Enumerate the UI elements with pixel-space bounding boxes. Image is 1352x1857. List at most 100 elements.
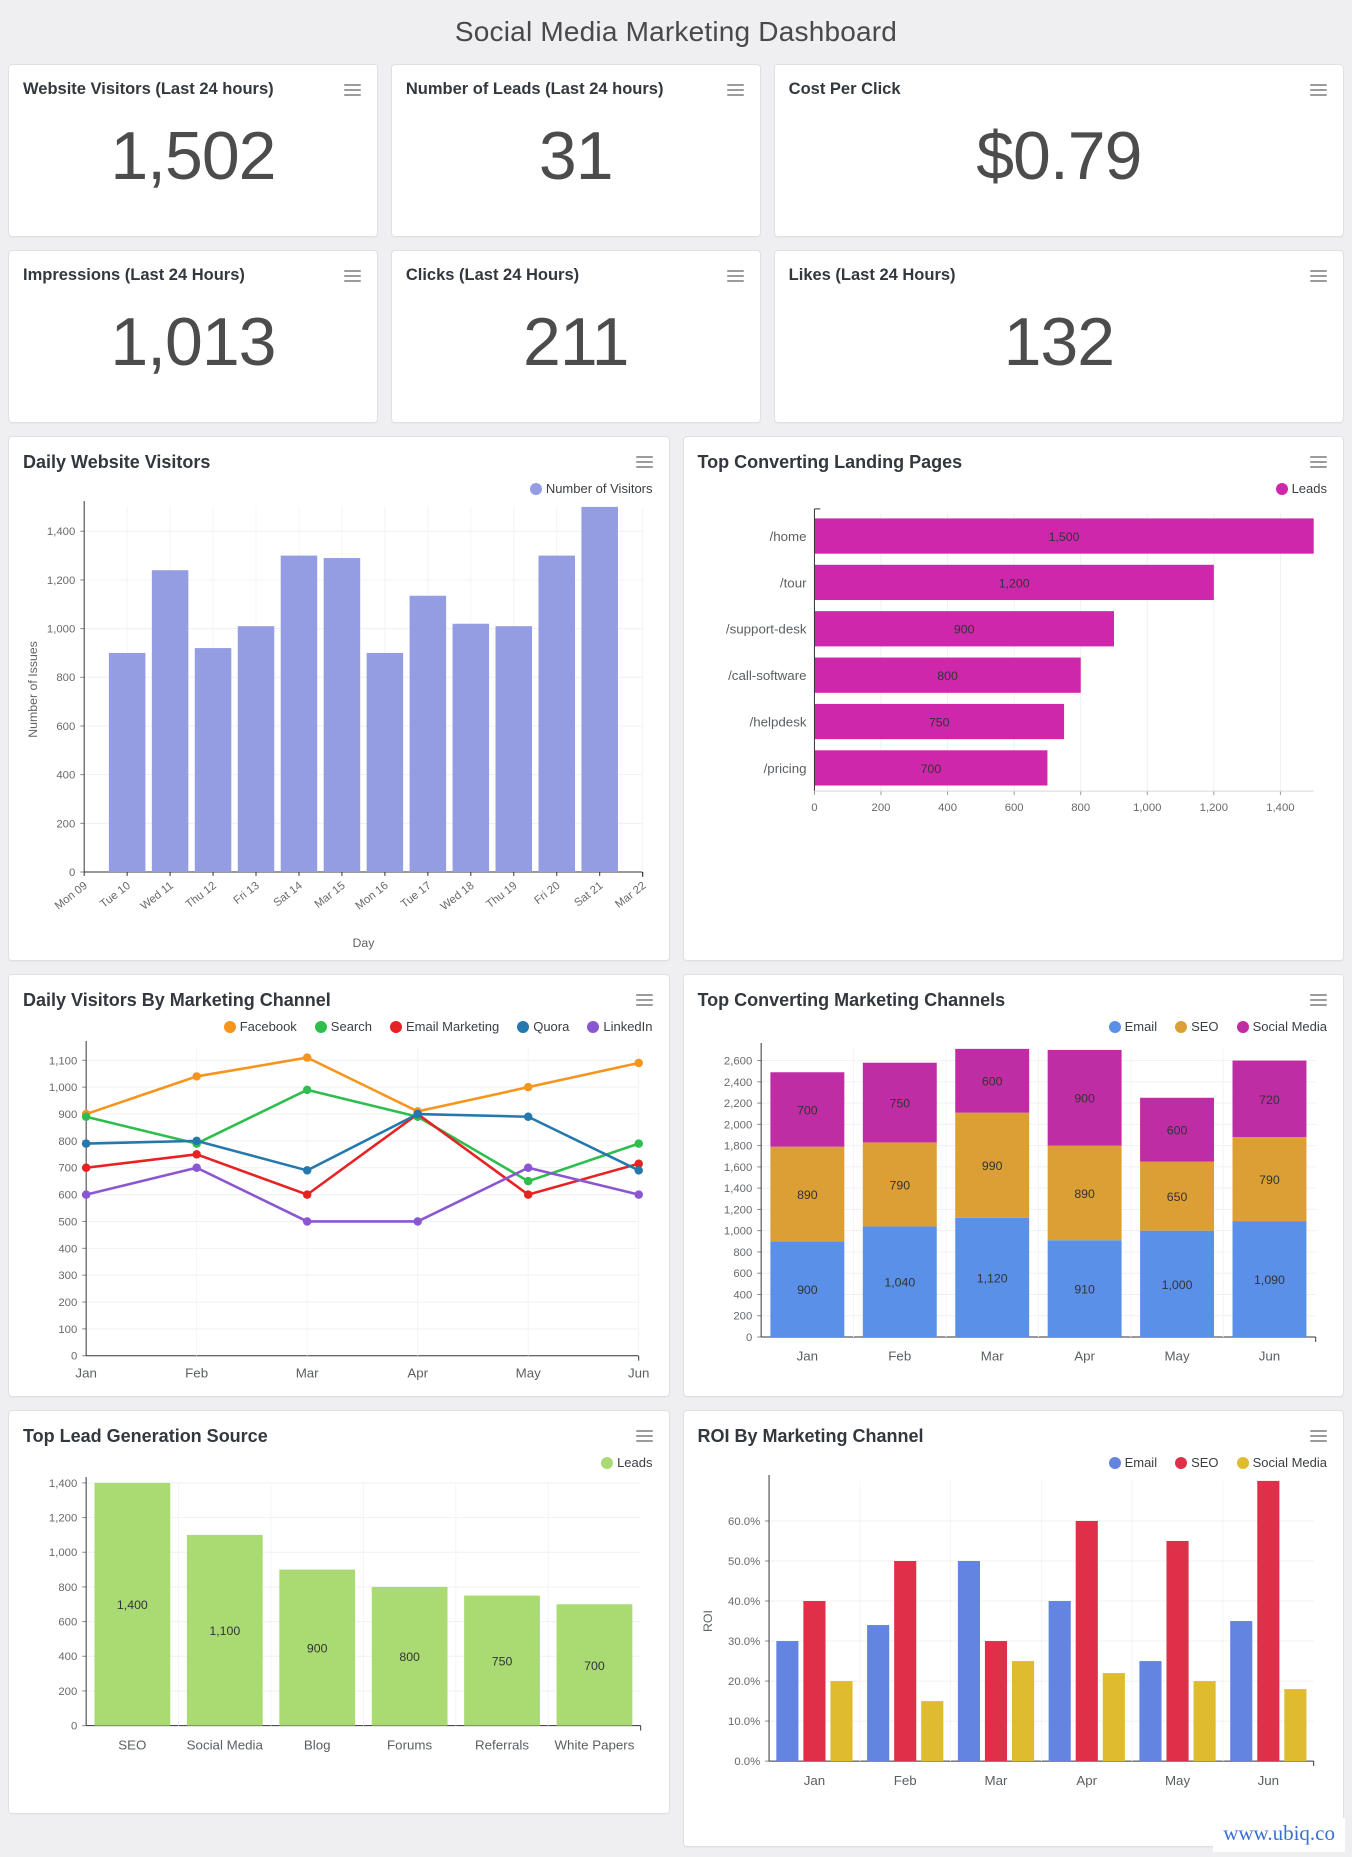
- hamburger-icon: [726, 269, 744, 282]
- svg-text:700: 700: [797, 1103, 818, 1117]
- svg-text:0: 0: [69, 866, 75, 878]
- legend-dot-icon: [1175, 1456, 1188, 1469]
- svg-text:May: May: [1164, 1772, 1189, 1787]
- legend-item[interactable]: Number of Visitors: [529, 481, 653, 496]
- legend-item[interactable]: Facebook: [223, 1019, 297, 1034]
- roi-by-channel-chart[interactable]: 0.0% 10.0% 20.0% 30.0% 40.0% 50.0% 60.0% Jan Feb…: [698, 1474, 1330, 1801]
- svg-text:Mon 16: Mon 16: [354, 879, 391, 912]
- svg-text:100: 100: [58, 1323, 77, 1335]
- svg-text:700: 700: [584, 1658, 605, 1672]
- card-menu-button[interactable]: [342, 77, 363, 103]
- page-title: Social Media Marketing Dashboard: [454, 16, 898, 47]
- legend-item[interactable]: LinkedIn: [587, 1019, 653, 1034]
- legend-item[interactable]: Social Media: [1236, 1455, 1327, 1470]
- svg-text:/tour: /tour: [779, 575, 806, 590]
- footer-link[interactable]: www.ubiq.co: [1213, 1818, 1345, 1852]
- legend-item[interactable]: Email: [1108, 1019, 1157, 1034]
- top-converting-channels-chart[interactable]: 0 200 400 600 800 1,000 1,200 1,400 1,600 1,800 2,…: [698, 1039, 1330, 1374]
- svg-text:1,200: 1,200: [1199, 801, 1227, 813]
- svg-text:200: 200: [58, 1296, 77, 1308]
- chart-legend: Leads: [698, 479, 1327, 499]
- svg-text:600: 600: [56, 720, 75, 732]
- svg-text:400: 400: [938, 801, 957, 813]
- svg-text:900: 900: [307, 1641, 328, 1655]
- svg-text:Jan: Jan: [796, 1348, 817, 1363]
- chart-row-3: Top Lead Generation Source Leads 0 200 400…: [8, 1410, 1344, 1847]
- svg-text:Fri 13: Fri 13: [232, 879, 262, 906]
- svg-text:1,400: 1,400: [1266, 801, 1294, 813]
- svg-text:10.0%: 10.0%: [728, 1716, 760, 1728]
- svg-text:1,000: 1,000: [723, 1225, 751, 1237]
- kpi-card-impressions: Impressions (Last 24 Hours) 1,013: [8, 250, 378, 423]
- hamburger-icon: [1310, 455, 1327, 468]
- legend-dot-icon: [314, 1020, 327, 1033]
- svg-text:/pricing: /pricing: [763, 760, 806, 775]
- svg-text:1,200: 1,200: [47, 574, 75, 586]
- svg-text:800: 800: [58, 1135, 77, 1147]
- chart-card-top-converting-landing-pages: Top Converting Landing Pages Leads 0 200 4…: [682, 436, 1344, 961]
- legend-item[interactable]: SEO: [1175, 1019, 1219, 1034]
- svg-text:200: 200: [733, 1310, 752, 1322]
- svg-text:1,400: 1,400: [723, 1183, 751, 1195]
- card-menu-button[interactable]: [725, 77, 746, 103]
- legend-item[interactable]: Email Marketing: [390, 1019, 499, 1034]
- svg-text:2,200: 2,200: [723, 1098, 751, 1110]
- kpi-title: Likes (Last 24 Hours): [788, 266, 956, 284]
- daily-website-visitors-chart[interactable]: 0 200 400 600 800 1,000 1,200 1,400 Mon 09 Tue 10…: [23, 500, 655, 955]
- chart-legend: Number of Visitors: [23, 479, 653, 499]
- svg-text:Jun: Jun: [1258, 1348, 1279, 1363]
- svg-text:Number of Issues: Number of Issues: [26, 641, 40, 738]
- card-menu-button[interactable]: [1308, 987, 1329, 1013]
- daily-visitors-by-channel-chart[interactable]: 0 100 200 300 400 500 600 700 800 900 1,000 1,100 Ja…: [23, 1039, 655, 1389]
- svg-text:ROI: ROI: [700, 1610, 714, 1632]
- svg-text:Jan: Jan: [75, 1365, 96, 1380]
- legend-item[interactable]: Quora: [517, 1019, 569, 1034]
- card-menu-button[interactable]: [1308, 1423, 1329, 1449]
- svg-text:650: 650: [1166, 1190, 1187, 1204]
- card-menu-button[interactable]: [1308, 449, 1329, 475]
- card-menu-button[interactable]: [634, 1423, 655, 1449]
- hamburger-icon: [1310, 1429, 1327, 1442]
- top-lead-source-chart[interactable]: 0 200 400 600 800 1,000 1,200 1,400 1,400 SEO 1,10…: [23, 1475, 655, 1761]
- kpi-title: Impressions (Last 24 Hours): [23, 266, 245, 284]
- legend-item[interactable]: Leads: [601, 1455, 653, 1470]
- svg-text:900: 900: [58, 1108, 77, 1120]
- card-menu-button[interactable]: [1308, 77, 1329, 103]
- card-menu-button[interactable]: [1308, 263, 1329, 289]
- svg-text:1,100: 1,100: [49, 1055, 77, 1067]
- svg-text:200: 200: [56, 818, 75, 830]
- svg-text:50.0%: 50.0%: [728, 1555, 760, 1567]
- svg-text:800: 800: [56, 672, 75, 684]
- svg-text:0: 0: [745, 1331, 751, 1343]
- hamburger-icon: [726, 83, 744, 96]
- chart-legend: Facebook Search Email Marketing Quora Linked…: [23, 1017, 653, 1037]
- kpi-value: $0.79: [976, 118, 1142, 195]
- top-converting-landing-pages-chart[interactable]: 0 200 400 600 800 1,000 1,200 1,400 1,500/home 1,…: [698, 501, 1330, 836]
- svg-text:790: 790: [889, 1178, 910, 1192]
- legend-item[interactable]: Email: [1108, 1455, 1157, 1470]
- card-menu-button[interactable]: [342, 263, 363, 289]
- legend-item[interactable]: SEO: [1175, 1455, 1219, 1470]
- svg-text:600: 600: [1166, 1123, 1187, 1137]
- legend-dot-icon: [390, 1020, 402, 1033]
- legend-item[interactable]: Leads: [1275, 481, 1327, 496]
- legend-dot-icon: [517, 1020, 530, 1033]
- card-menu-button[interactable]: [634, 987, 655, 1013]
- card-menu-button[interactable]: [725, 263, 746, 289]
- svg-text:1,500: 1,500: [1048, 529, 1079, 543]
- chart-title: Top Converting Marketing Channels: [697, 990, 1006, 1010]
- legend-item[interactable]: Search: [314, 1019, 372, 1034]
- svg-text:May: May: [1164, 1348, 1189, 1363]
- svg-text:Mar 22: Mar 22: [613, 879, 648, 910]
- svg-text:1,600: 1,600: [723, 1161, 751, 1173]
- kpi-card-number-of-leads: Number of Leads (Last 24 hours) 31: [390, 64, 761, 237]
- svg-text:Jun: Jun: [1257, 1772, 1278, 1787]
- legend-item[interactable]: Social Media: [1236, 1019, 1327, 1034]
- svg-text:800: 800: [399, 1650, 420, 1664]
- card-menu-button[interactable]: [634, 449, 655, 475]
- svg-text:400: 400: [56, 769, 75, 781]
- svg-text:900: 900: [1074, 1091, 1095, 1105]
- legend-dot-icon: [1236, 1456, 1249, 1469]
- svg-text:Feb: Feb: [185, 1365, 208, 1380]
